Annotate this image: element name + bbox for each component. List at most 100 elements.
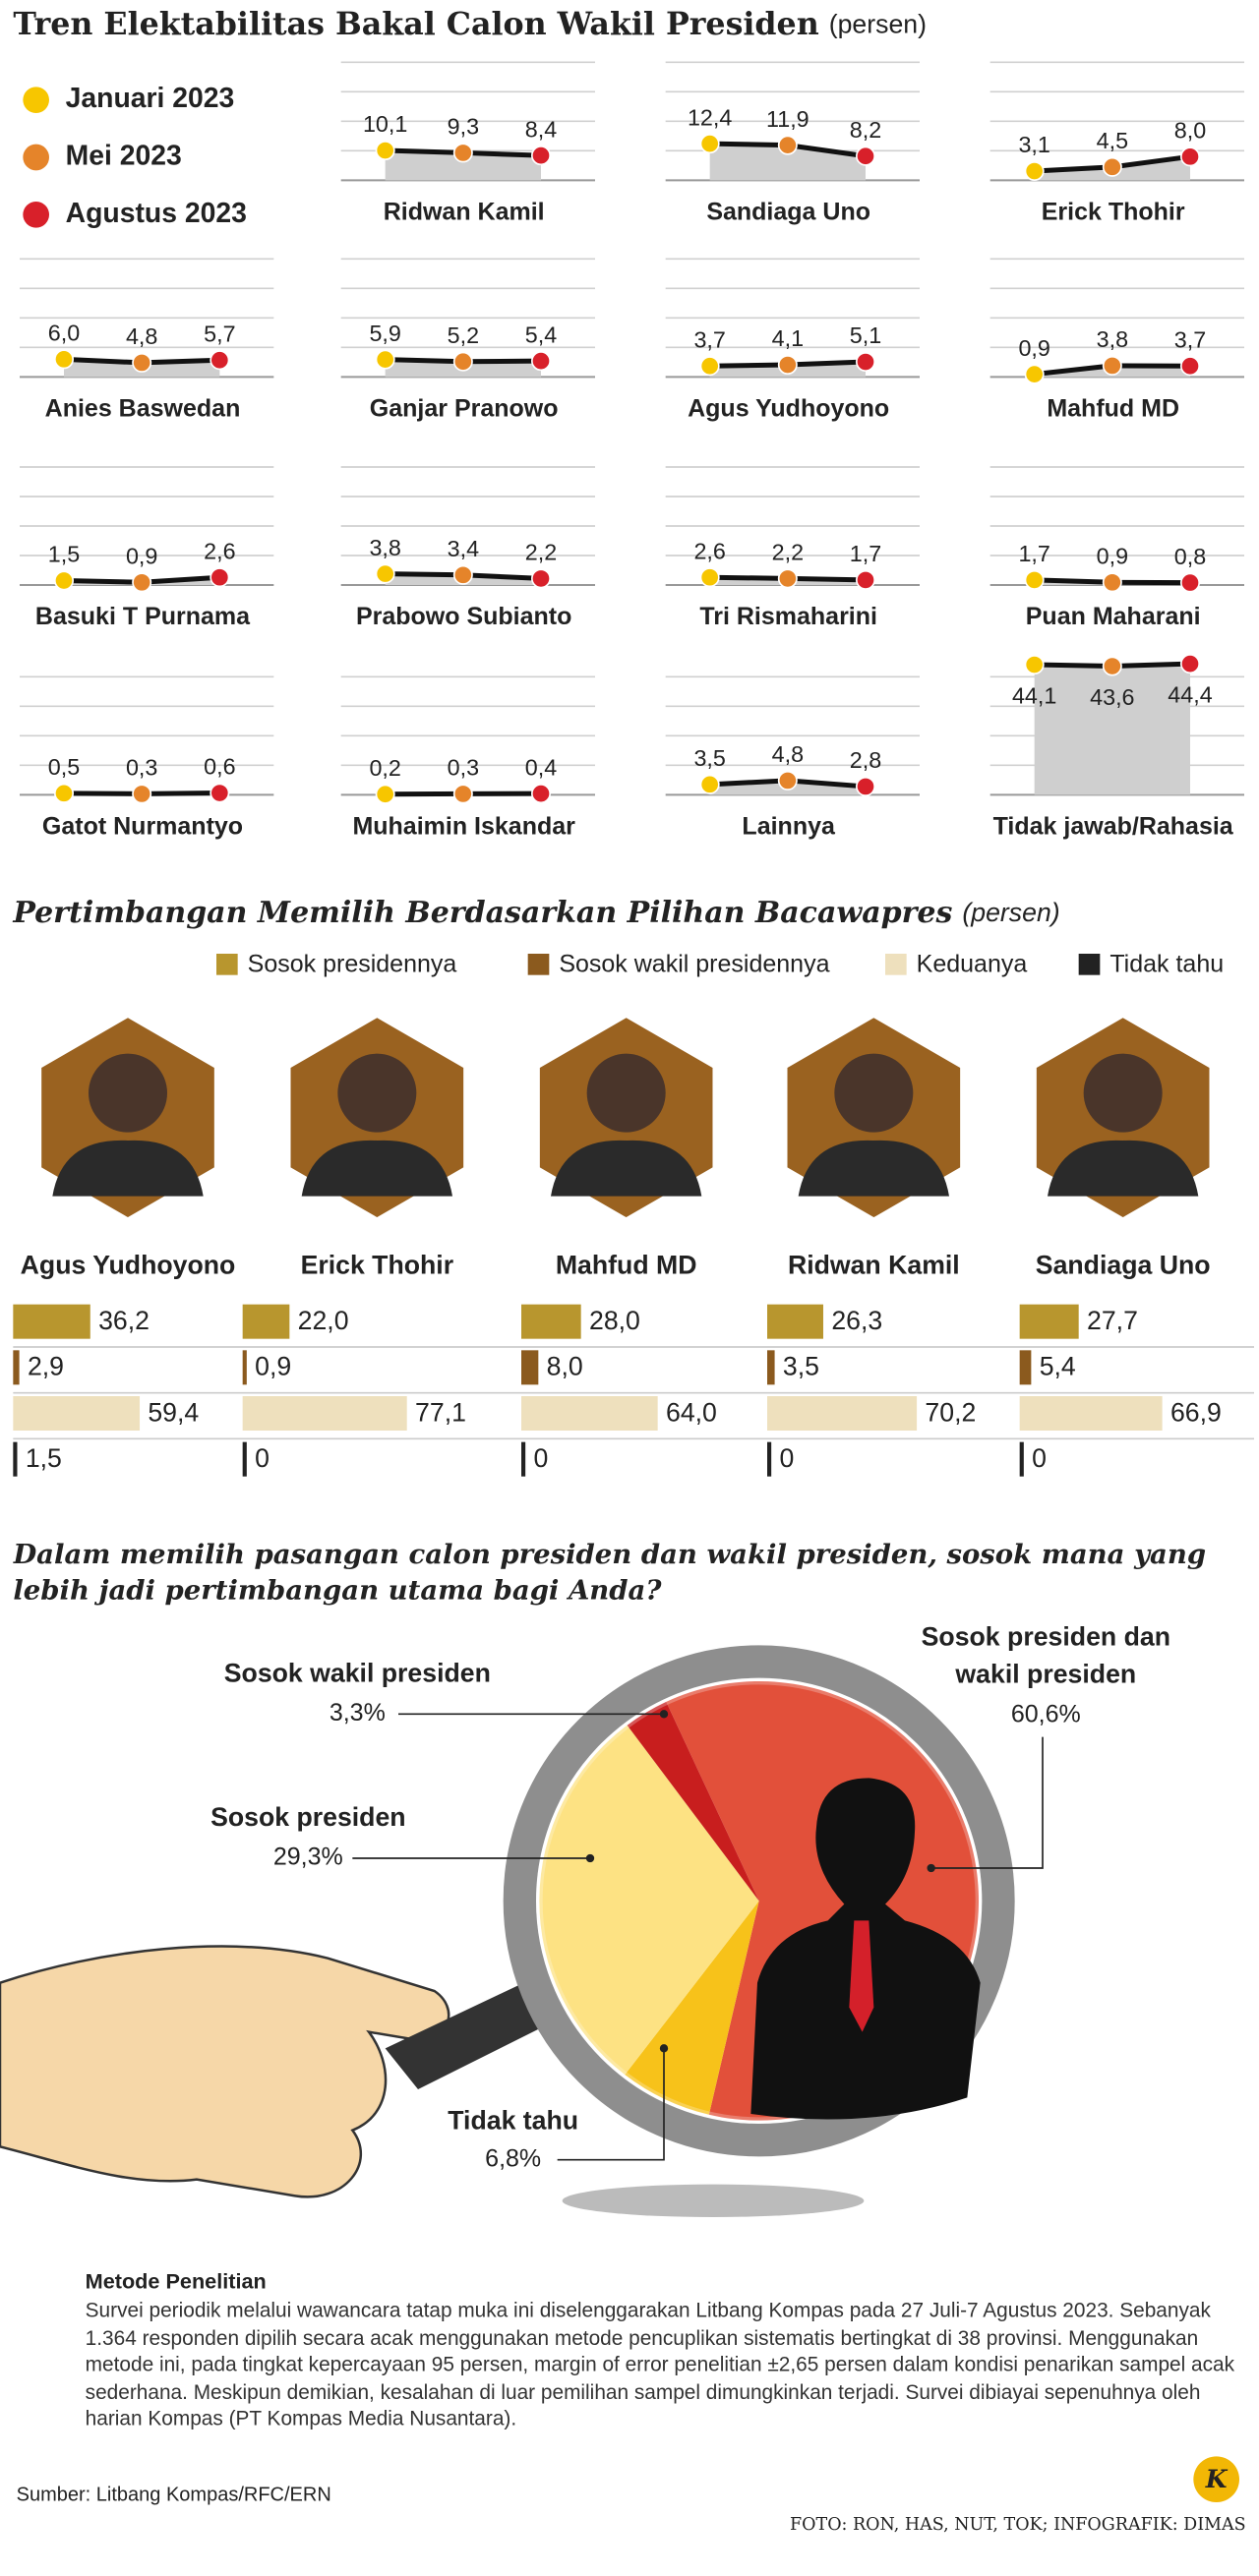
value-label: 28,0	[589, 1306, 640, 1335]
panel-name: Mahfud MD	[1047, 394, 1179, 422]
point	[856, 776, 875, 796]
value-label: 0,6	[204, 754, 235, 780]
panel-name: Basuki T Purnama	[35, 603, 251, 630]
value-label: 11,9	[766, 106, 809, 132]
value-label: 2,9	[28, 1352, 64, 1381]
value-label: 77,1	[415, 1397, 466, 1427]
value-label: 3,1	[1018, 132, 1049, 157]
point	[210, 350, 230, 371]
value-label: 0,4	[525, 754, 557, 780]
point	[1024, 569, 1045, 590]
legend-label: Januari 2023	[66, 83, 235, 114]
value-label: 2,2	[772, 540, 804, 565]
chart-title-box: Dalam memilih pasangan calon presiden da…	[13, 1539, 1206, 1606]
value-label: 1,7	[850, 541, 881, 566]
photo-body	[551, 1140, 702, 1197]
value-label: 0,9	[255, 1352, 291, 1381]
value-label: 0,9	[1018, 335, 1049, 361]
bar	[1019, 1396, 1163, 1431]
value-label: 4,8	[772, 741, 804, 767]
value-label: 5,4	[525, 322, 557, 347]
value-label: 3,5	[783, 1352, 819, 1381]
point	[699, 774, 720, 794]
slice-label: Sosok wakil presiden	[224, 1658, 491, 1687]
value-label: 0,9	[1097, 543, 1128, 568]
photo-body	[798, 1140, 949, 1197]
pie-slice	[627, 1701, 759, 1902]
bar	[13, 1396, 141, 1431]
lens-glare	[536, 1677, 983, 2124]
value-label: 5,9	[369, 321, 400, 346]
panel-name: Tidak jawab/Rahasia	[993, 812, 1234, 840]
value-label: 44,1	[1012, 683, 1056, 709]
bar	[242, 1396, 407, 1431]
value-label: 6,0	[48, 320, 80, 345]
photo-head	[586, 1053, 666, 1133]
point	[1180, 146, 1200, 167]
panel-name: Prabowo Subianto	[356, 603, 571, 630]
point	[375, 349, 395, 370]
value-label: 2,2	[525, 540, 557, 565]
point	[132, 572, 152, 593]
panel-name: Gatot Nurmantyo	[42, 812, 243, 840]
point	[531, 568, 551, 589]
value-label: 5,4	[1040, 1352, 1076, 1381]
value-label: 66,9	[1170, 1397, 1222, 1427]
value-label: 12,4	[688, 104, 732, 130]
value-label: 3,4	[448, 536, 479, 561]
value-label: 9,3	[448, 114, 479, 140]
magnifier-art	[0, 1945, 865, 2217]
bar	[1019, 1350, 1032, 1385]
value-label: 3,8	[369, 535, 400, 560]
value-label: 43,6	[1090, 684, 1134, 710]
slice-label: Tidak tahu	[448, 2105, 578, 2135]
photo-head	[834, 1053, 914, 1133]
leader-dot	[927, 1863, 935, 1873]
leader-dot	[659, 1710, 669, 1719]
area	[385, 150, 541, 181]
value-label: 0,2	[369, 755, 400, 781]
value-label: 0	[1032, 1443, 1047, 1473]
value-label: 2,6	[693, 538, 725, 563]
bar	[13, 1441, 18, 1477]
point	[452, 564, 473, 585]
panel-name: Lainnya	[742, 812, 836, 840]
point	[1024, 364, 1045, 384]
value-label: 1,5	[48, 542, 80, 567]
slice-value: 60,6%	[1011, 1701, 1081, 1728]
point	[777, 135, 798, 155]
chart-title: Tren Elektabilitas Bakal Calon Wakil Pre…	[13, 6, 818, 42]
panel-name: Puan Maharani	[1026, 603, 1201, 630]
point	[856, 352, 875, 373]
logo-letter: K	[1205, 2465, 1229, 2493]
chart-subtitle: (persen)	[962, 898, 1059, 927]
value-label: 0,3	[448, 755, 479, 781]
candidate-name: Agus Yudhoyono	[21, 1250, 236, 1279]
legend-swatch	[216, 954, 238, 975]
value-label: 3,5	[693, 745, 725, 771]
legend-dot	[23, 202, 49, 228]
candidate-name: Ridwan Kamil	[788, 1250, 960, 1279]
point	[132, 784, 152, 804]
point	[452, 143, 473, 163]
point	[1102, 572, 1122, 593]
area	[1034, 664, 1190, 795]
point	[1180, 572, 1200, 593]
legend-label: Agustus 2023	[66, 198, 247, 229]
hand	[0, 1945, 450, 2198]
bar	[767, 1396, 918, 1431]
candidate-name: Erick Thohir	[301, 1250, 454, 1279]
bar	[767, 1350, 775, 1385]
method-text: Survei periodik melalui wawancara tatap …	[85, 2299, 1235, 2430]
legend-swatch	[885, 954, 907, 975]
value-label: 8,0	[547, 1352, 583, 1381]
leader-line	[930, 1736, 1044, 1869]
legend-label: Keduanya	[917, 950, 1028, 977]
value-label: 26,3	[831, 1306, 882, 1335]
value-label: 0	[255, 1443, 270, 1473]
value-label: 5,1	[850, 322, 881, 348]
value-label: 4,8	[126, 323, 157, 349]
lens-ring	[503, 1645, 1015, 2157]
bar	[13, 1350, 20, 1385]
